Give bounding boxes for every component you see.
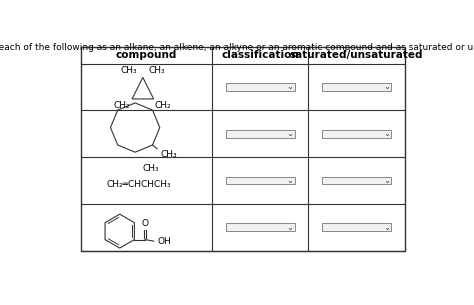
Text: compound: compound <box>116 50 177 60</box>
Bar <box>81 47 405 251</box>
Text: ⌄: ⌄ <box>287 82 294 92</box>
Bar <box>226 224 295 231</box>
Text: ⌄: ⌄ <box>383 176 390 185</box>
Bar <box>226 83 295 91</box>
Text: saturated/unsaturated: saturated/unsaturated <box>290 50 423 60</box>
Text: ⌄: ⌄ <box>383 82 390 92</box>
Text: ⌄: ⌄ <box>383 223 390 232</box>
Bar <box>226 130 295 138</box>
Text: CH₂: CH₂ <box>113 101 130 110</box>
Text: CH₂: CH₂ <box>155 101 171 110</box>
Text: CH₃: CH₃ <box>160 150 177 160</box>
Text: Classify each of the following as an alkane, an alkene, an alkyne or an aromatic: Classify each of the following as an alk… <box>0 43 474 52</box>
Text: CH₃: CH₃ <box>142 164 159 173</box>
Text: ⌄: ⌄ <box>287 176 294 185</box>
Text: OH: OH <box>157 237 171 246</box>
Bar <box>322 83 391 91</box>
Text: classification: classification <box>221 50 299 60</box>
Bar <box>322 177 391 184</box>
Text: O: O <box>142 219 149 228</box>
Bar <box>226 177 295 184</box>
Bar <box>322 224 391 231</box>
Text: ⌄: ⌄ <box>287 129 294 138</box>
Text: CH₃: CH₃ <box>120 66 137 75</box>
Text: ⌄: ⌄ <box>383 129 390 138</box>
Bar <box>322 130 391 138</box>
Text: CH₂═CHCHCH₃: CH₂═CHCHCH₃ <box>107 180 171 189</box>
Text: ⌄: ⌄ <box>287 223 294 232</box>
Text: CH₃: CH₃ <box>149 66 165 75</box>
